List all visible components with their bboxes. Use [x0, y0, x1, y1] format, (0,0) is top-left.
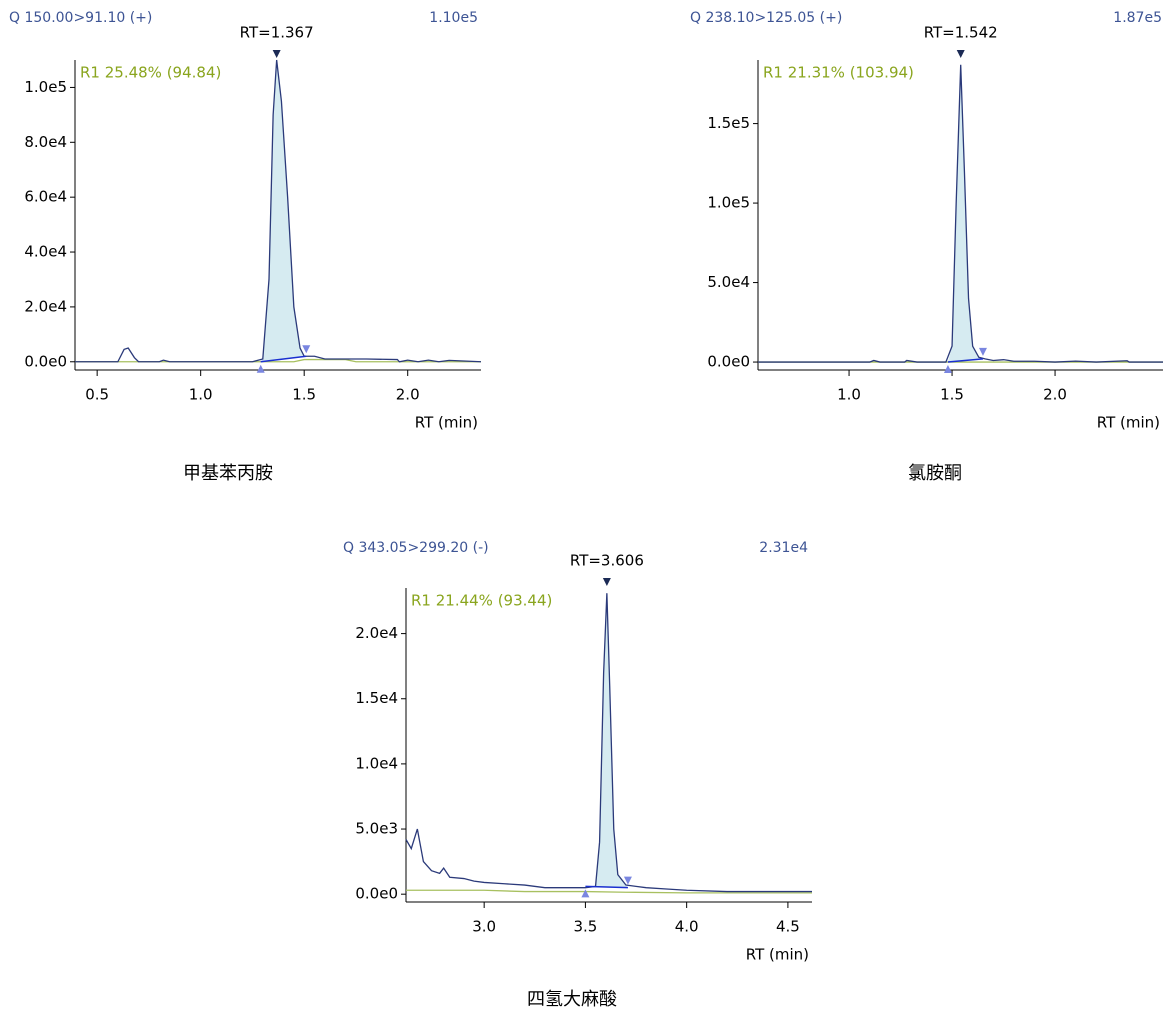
peak-baseline	[585, 885, 628, 889]
trace	[758, 64, 1163, 363]
y-tick-label: 2.0e4	[355, 624, 398, 642]
x-axis-label: RT (min)	[746, 946, 809, 964]
x-tick-label: 2.0	[1043, 386, 1067, 404]
x-tick-label: 1.0	[837, 386, 861, 404]
y-tick-label: 0.0e0	[707, 353, 750, 371]
x-axis-label: RT (min)	[1097, 414, 1160, 432]
y-tick-label: 1.5e5	[707, 114, 750, 132]
end-marker	[302, 345, 311, 354]
y-tick-label: 2.0e4	[24, 297, 67, 315]
trace	[405, 593, 812, 893]
rt-label: RT=1.367	[240, 24, 314, 42]
x-tick-label: 4.5	[776, 918, 800, 936]
start-marker	[581, 889, 590, 898]
chart-title: Q 238.10>125.05 (+)	[690, 10, 842, 26]
y-tick-label: 1.0e5	[707, 194, 750, 212]
annotation: R1 21.44% (93.44)	[411, 592, 552, 610]
x-tick-label: 2.0	[396, 386, 420, 404]
rt-label: RT=1.542	[924, 24, 998, 42]
x-tick-label: 3.5	[573, 918, 597, 936]
y-tick-label: 1.0e4	[355, 754, 398, 772]
y-tick-label: 0.0e0	[355, 885, 398, 903]
x-tick-label: 0.5	[85, 386, 109, 404]
chart-title: Q 343.05>299.20 (-)	[343, 540, 489, 556]
y-tick-label: 1.5e4	[355, 689, 398, 707]
rt-label: RT=3.606	[570, 552, 644, 570]
apex-marker	[272, 50, 281, 58]
peak-area	[585, 593, 628, 888]
y-tick-label: 5.0e4	[707, 273, 750, 291]
intensity: 2.31e4	[759, 540, 808, 556]
end-marker	[978, 347, 987, 356]
y-tick-label: 5.0e3	[355, 820, 398, 838]
y-tick-label: 0.0e0	[24, 352, 67, 370]
y-tick-label: 6.0e4	[24, 188, 67, 206]
end-marker	[623, 876, 632, 885]
y-tick-label: 1.0e5	[24, 78, 67, 96]
trace	[75, 59, 482, 363]
intensity: 1.10e5	[429, 10, 478, 26]
chart-title: Q 150.00>91.10 (+)	[9, 10, 152, 26]
x-tick-label: 1.0	[189, 386, 213, 404]
start-marker	[943, 365, 952, 374]
x-tick-label: 4.0	[675, 918, 699, 936]
peak-baseline	[260, 355, 307, 363]
annotation: R1 21.31% (103.94)	[763, 64, 914, 82]
peak-area	[260, 60, 307, 362]
caption: 四氢大麻酸	[527, 989, 617, 1010]
intensity: 1.87e5	[1113, 10, 1162, 26]
caption: 氯胺酮	[908, 463, 962, 484]
caption: 甲基苯丙胺	[183, 463, 273, 484]
apex-marker	[956, 50, 965, 58]
annotation: R1 25.48% (94.84)	[80, 64, 221, 82]
apex-marker	[602, 578, 611, 586]
peak-baseline	[947, 358, 984, 363]
start-marker	[256, 364, 265, 373]
x-tick-label: 1.5	[940, 386, 964, 404]
x-tick-label: 3.0	[472, 918, 496, 936]
y-tick-label: 8.0e4	[24, 133, 67, 151]
y-tick-label: 4.0e4	[24, 243, 67, 261]
x-tick-label: 1.5	[292, 386, 316, 404]
x-axis-label: RT (min)	[415, 414, 478, 432]
